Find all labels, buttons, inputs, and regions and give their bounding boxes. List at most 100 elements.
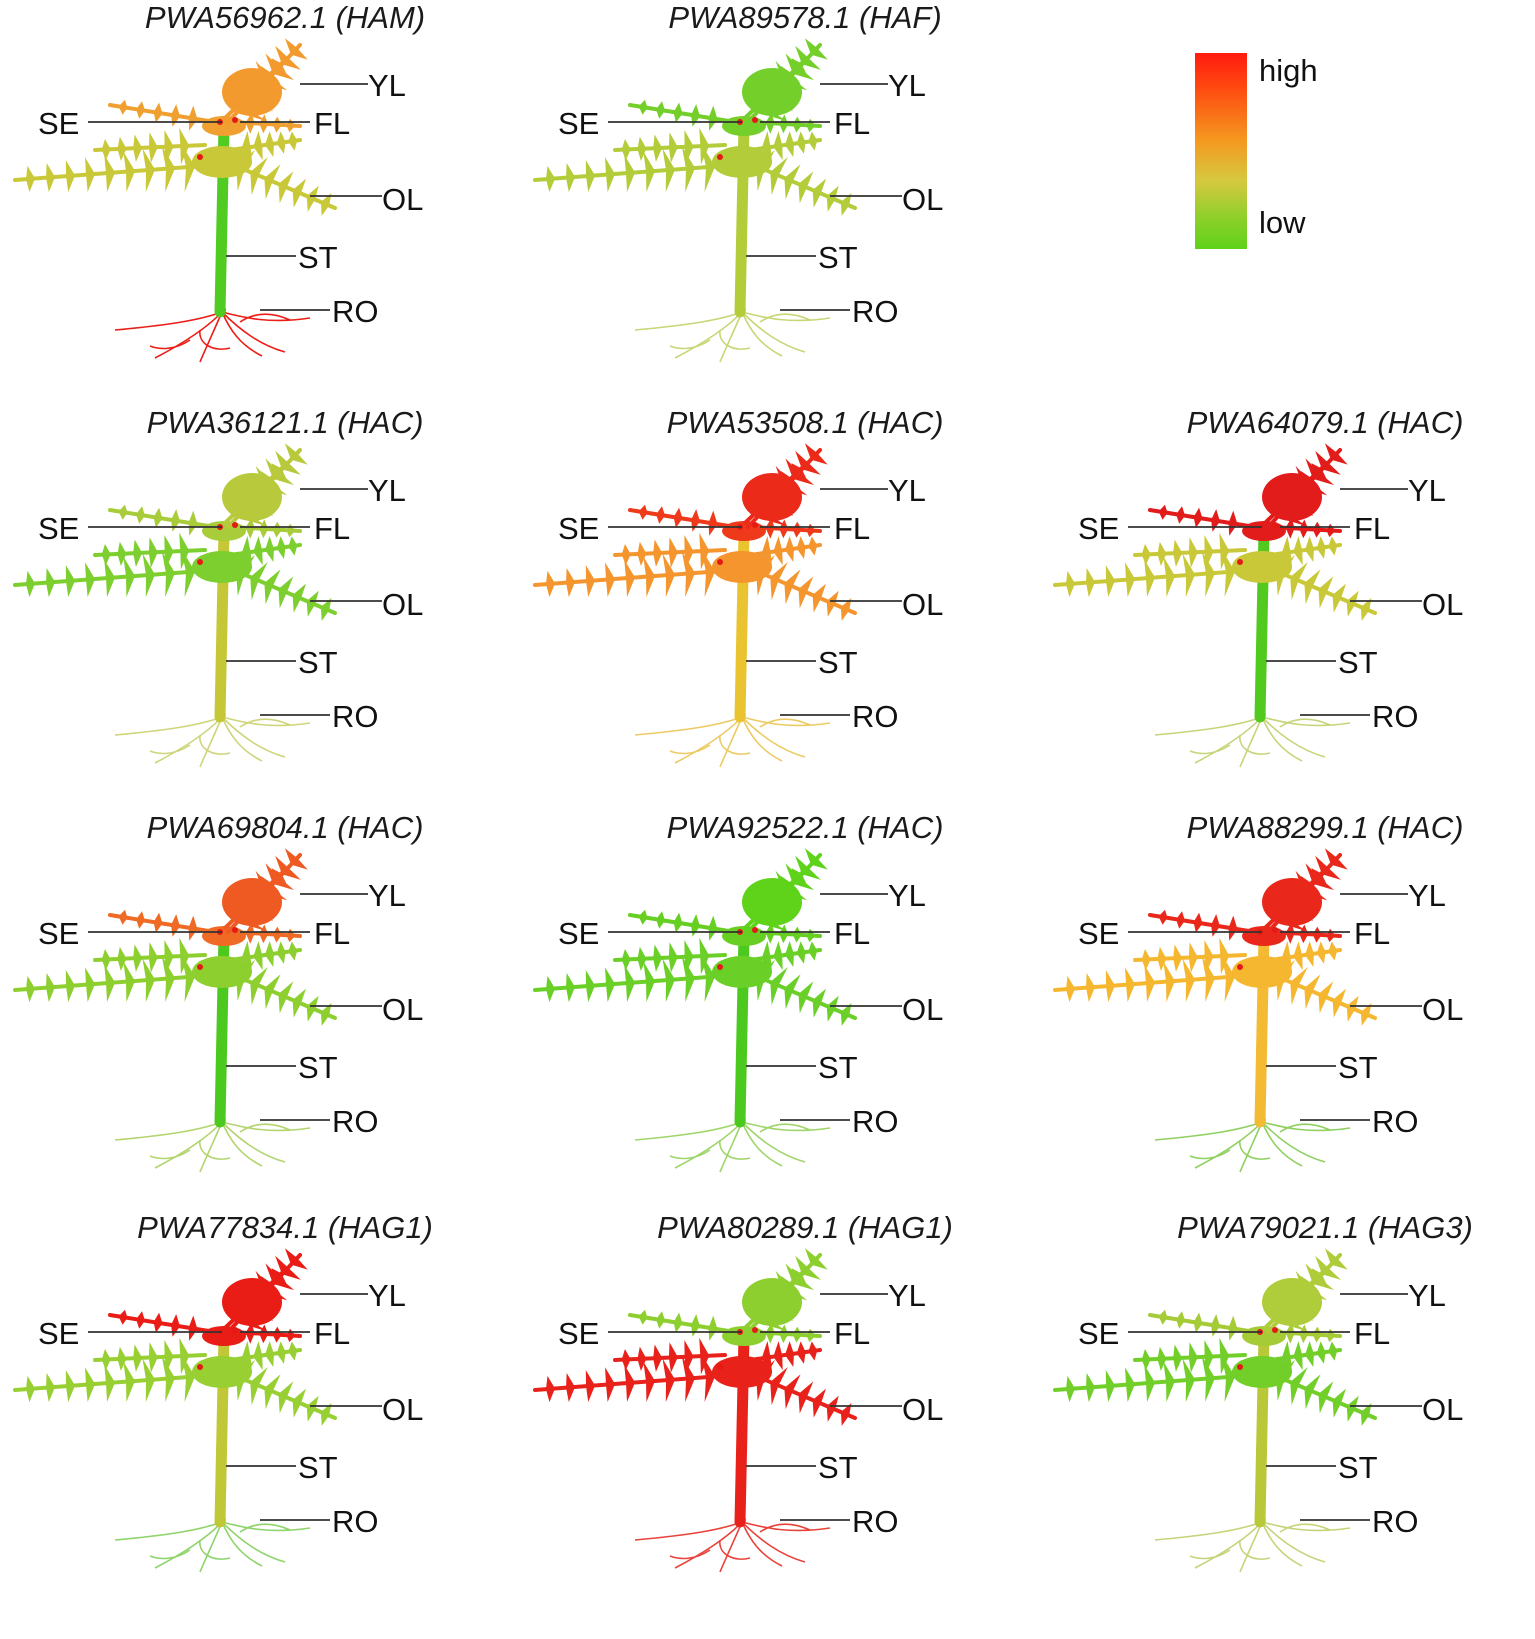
old-leaf-frond <box>1133 1337 1247 1375</box>
old-leaf-frond <box>613 127 727 165</box>
old-leaf-label: OL <box>1422 992 1464 1027</box>
young-leaf-label: YL <box>888 1278 926 1313</box>
old-leaf-label: OL <box>382 992 424 1027</box>
root-label: RO <box>1372 699 1419 734</box>
seed-label: SE <box>38 1316 80 1351</box>
leader-lines <box>88 83 382 311</box>
first-leaf-frond <box>1148 1309 1257 1341</box>
seed-spots <box>717 522 758 565</box>
root-label: RO <box>852 699 899 734</box>
gene-expression-panel: PWA79021.1 (HAG3) YL FL SE OL ST RO <box>1040 1210 1535 1610</box>
plant-diagram <box>1053 443 1422 768</box>
old-leaves <box>13 127 337 216</box>
color-legend: high low <box>1195 53 1395 253</box>
seed-spots <box>1237 1327 1278 1370</box>
stem-label: ST <box>818 1050 858 1085</box>
plant-diagram <box>13 443 382 768</box>
young-leaf-label: YL <box>1408 878 1446 913</box>
roots <box>114 711 311 768</box>
old-leaves <box>13 937 337 1026</box>
gene-expression-panel: PWA80289.1 (HAG1) YL FL SE OL ST RO <box>520 1210 1020 1610</box>
seed-spots <box>1237 522 1278 565</box>
roots <box>634 1116 831 1173</box>
first-leaf-label: FL <box>1354 511 1391 546</box>
stem-label: ST <box>298 1050 338 1085</box>
old-leaf-frond <box>533 142 737 193</box>
old-leaf-frond <box>1133 532 1247 570</box>
panel-title: PWA56962.1 (HAM) <box>144 0 426 35</box>
panel-title: PWA92522.1 (HAC) <box>666 810 944 845</box>
legend-gradient-bar <box>1195 53 1247 249</box>
root-label: RO <box>332 1504 379 1539</box>
old-leaf-label: OL <box>382 587 424 622</box>
young-leaves <box>222 1248 308 1334</box>
stem-label: ST <box>818 240 858 275</box>
panel-title: PWA80289.1 (HAG1) <box>657 1210 953 1245</box>
roots <box>634 711 831 768</box>
old-leaf-label: OL <box>902 587 944 622</box>
old-leaf-frond <box>613 937 727 975</box>
first-leaf-frond <box>108 1309 217 1341</box>
panel-title: PWA64079.1 (HAC) <box>1186 405 1464 440</box>
old-leaf-frond <box>613 532 727 570</box>
stem-label: ST <box>298 1450 338 1485</box>
old-leaf-frond <box>748 130 822 164</box>
gene-expression-panel: PWA89578.1 (HAF) YL FL SE OL ST RO <box>520 0 1020 400</box>
stem-label: ST <box>1338 1450 1378 1485</box>
old-leaf-label: OL <box>382 182 424 217</box>
old-leaf-frond <box>748 1340 822 1374</box>
root-label: RO <box>1372 1504 1419 1539</box>
young-leaves <box>222 38 308 124</box>
gene-expression-panel: PWA53508.1 (HAC) YL FL SE OL ST RO <box>520 405 1020 805</box>
old-leaves <box>1053 937 1377 1026</box>
stem-label: ST <box>298 240 338 275</box>
young-leaves <box>742 443 828 529</box>
roots <box>114 306 311 363</box>
gene-expression-panel: PWA56962.1 (HAM) YL FL SE OL ST RO <box>0 0 500 400</box>
first-leaf-frond <box>628 504 737 536</box>
young-leaf-label: YL <box>1408 473 1446 508</box>
stem-label: ST <box>298 645 338 680</box>
young-leaves <box>1262 1248 1348 1334</box>
leader-lines <box>608 488 902 716</box>
root-label: RO <box>332 699 379 734</box>
old-leaf-frond <box>533 547 737 598</box>
young-leaf-label: YL <box>368 68 406 103</box>
leader-lines <box>88 1293 382 1521</box>
seed-label: SE <box>558 106 600 141</box>
young-leaves <box>742 38 828 124</box>
old-leaf-frond <box>1260 959 1377 1026</box>
panel-title: PWA77834.1 (HAG1) <box>137 1210 433 1245</box>
root-label: RO <box>852 1104 899 1139</box>
old-leaf-frond <box>13 142 217 193</box>
young-leaf-label: YL <box>368 1278 406 1313</box>
seed-spots <box>197 1327 238 1370</box>
leader-lines <box>1128 893 1422 1121</box>
first-leaf-frond <box>1148 909 1257 941</box>
leader-lines <box>1128 488 1422 716</box>
plant-diagram <box>1053 1248 1422 1573</box>
plant-diagram <box>533 443 902 768</box>
leader-lines <box>1128 1293 1422 1521</box>
first-leaf-label: FL <box>834 106 871 141</box>
stem-label: ST <box>1338 1050 1378 1085</box>
old-leaves <box>13 532 337 621</box>
first-leaf-label: FL <box>314 916 351 951</box>
panel-title: PWA79021.1 (HAG3) <box>1177 1210 1473 1245</box>
seed-label: SE <box>558 916 600 951</box>
legend-high-label: high <box>1259 53 1318 88</box>
root-label: RO <box>332 1104 379 1139</box>
old-leaf-label: OL <box>902 182 944 217</box>
seed-label: SE <box>38 916 80 951</box>
old-leaf-frond <box>533 952 737 1003</box>
old-leaf-label: OL <box>1422 587 1464 622</box>
old-leaves <box>533 937 857 1026</box>
young-leaf-label: YL <box>888 473 926 508</box>
plant-diagram <box>533 38 902 363</box>
panel-title: PWA69804.1 (HAC) <box>146 810 424 845</box>
first-leaves <box>108 99 302 136</box>
gene-expression-panel: PWA64079.1 (HAC) YL FL SE OL ST RO <box>1040 405 1535 805</box>
young-leaves <box>1262 848 1348 934</box>
gene-expression-panel: PWA92522.1 (HAC) YL FL SE OL ST RO <box>520 810 1020 1210</box>
plant-diagram <box>13 38 382 363</box>
